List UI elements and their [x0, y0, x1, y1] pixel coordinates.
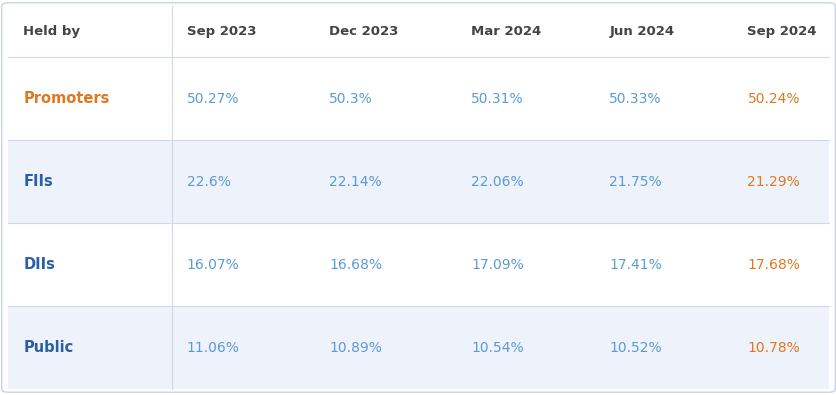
- Text: Dec 2023: Dec 2023: [329, 25, 398, 38]
- Bar: [8, 306, 828, 389]
- Text: 50.3%: 50.3%: [329, 92, 372, 106]
- Text: 17.68%: 17.68%: [747, 258, 799, 272]
- Text: 21.29%: 21.29%: [747, 175, 799, 189]
- Text: 50.31%: 50.31%: [471, 92, 523, 106]
- Text: 10.52%: 10.52%: [609, 340, 661, 355]
- Text: 21.75%: 21.75%: [609, 175, 661, 189]
- Bar: [8, 223, 828, 306]
- Text: 22.06%: 22.06%: [471, 175, 523, 189]
- Text: 16.68%: 16.68%: [329, 258, 381, 272]
- Text: Jun 2024: Jun 2024: [609, 25, 674, 38]
- Bar: [8, 6, 828, 57]
- Text: 10.89%: 10.89%: [329, 340, 381, 355]
- Bar: [8, 57, 828, 140]
- Text: 16.07%: 16.07%: [186, 258, 239, 272]
- Bar: [8, 140, 828, 223]
- Text: Mar 2024: Mar 2024: [471, 25, 541, 38]
- Text: Sep 2024: Sep 2024: [747, 25, 816, 38]
- Text: 11.06%: 11.06%: [186, 340, 239, 355]
- Text: 22.6%: 22.6%: [186, 175, 230, 189]
- Text: 10.78%: 10.78%: [747, 340, 799, 355]
- Text: 17.09%: 17.09%: [471, 258, 523, 272]
- Text: 50.27%: 50.27%: [186, 92, 239, 106]
- Text: Held by: Held by: [23, 25, 80, 38]
- Text: FIIs: FIIs: [23, 174, 54, 189]
- Text: 17.41%: 17.41%: [609, 258, 661, 272]
- Text: Promoters: Promoters: [23, 91, 110, 106]
- Text: DIIs: DIIs: [23, 257, 55, 272]
- FancyBboxPatch shape: [2, 3, 834, 392]
- Text: Sep 2023: Sep 2023: [186, 25, 256, 38]
- Text: Public: Public: [23, 340, 74, 355]
- Text: 22.14%: 22.14%: [329, 175, 381, 189]
- Text: 50.24%: 50.24%: [747, 92, 799, 106]
- Text: 50.33%: 50.33%: [609, 92, 661, 106]
- Text: 10.54%: 10.54%: [471, 340, 523, 355]
